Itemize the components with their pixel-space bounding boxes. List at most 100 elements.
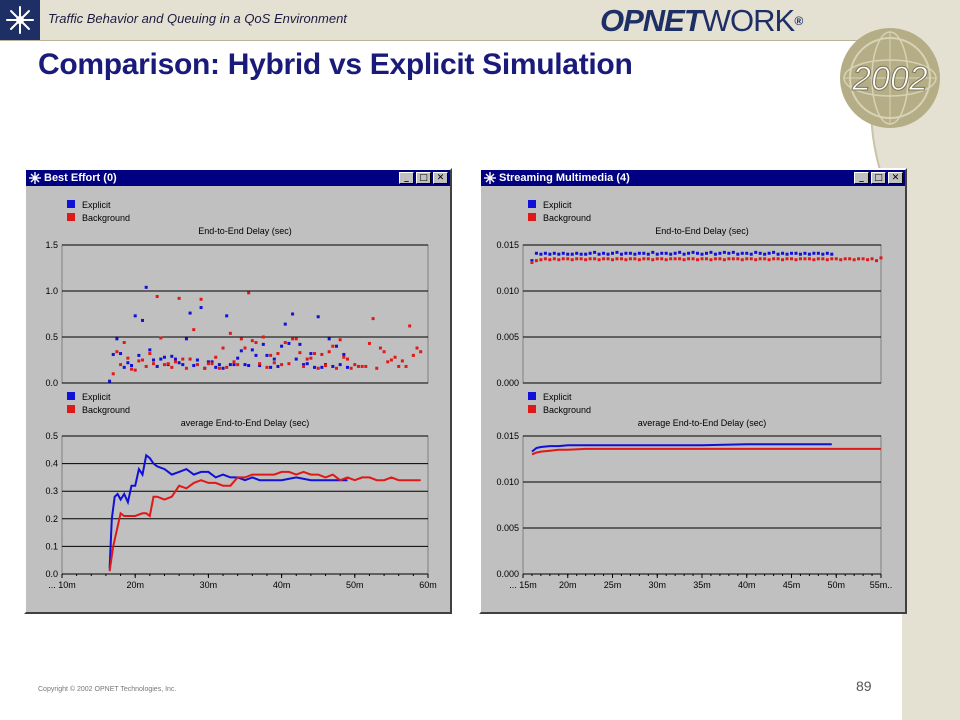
- x-tick-label: 55m..: [870, 580, 893, 590]
- data-point: [575, 251, 579, 255]
- data-point: [749, 257, 753, 261]
- data-point: [221, 366, 225, 370]
- data-point: [320, 365, 324, 369]
- data-point: [624, 258, 628, 262]
- data-point: [305, 357, 309, 361]
- data-point: [126, 361, 130, 365]
- data-point: [758, 251, 762, 255]
- data-point: [272, 361, 276, 365]
- data-point: [144, 285, 148, 289]
- data-point: [534, 259, 538, 263]
- data-point: [155, 364, 159, 368]
- data-point: [602, 257, 606, 261]
- data-point: [327, 350, 331, 354]
- x-tick-label: 30m: [648, 580, 666, 590]
- streaming-multimedia-window[interactable]: Streaming Multimedia (4) _ □ ✕ Explicit B…: [479, 168, 907, 614]
- data-point: [624, 251, 628, 255]
- close-button[interactable]: ✕: [433, 172, 448, 184]
- series-line: [108, 470, 421, 572]
- data-point: [584, 252, 588, 256]
- data-point: [130, 364, 134, 368]
- data-point: [162, 363, 166, 367]
- maximize-button[interactable]: □: [871, 172, 886, 184]
- data-point: [803, 251, 807, 255]
- data-point: [727, 257, 731, 261]
- x-tick-label: 20m: [559, 580, 577, 590]
- data-point: [691, 257, 695, 261]
- data-point: [287, 362, 291, 366]
- data-point: [173, 360, 177, 364]
- window-titlebar[interactable]: Best Effort (0) _ □ ✕: [26, 170, 450, 186]
- y-tick-label: 0.5: [45, 332, 58, 342]
- data-point: [181, 363, 185, 367]
- data-point: [126, 356, 130, 360]
- y-tick-label: 0.3: [45, 486, 58, 496]
- data-point: [798, 257, 802, 261]
- chart-panel: Explicit Background End-to-End Delay (sec)…: [45, 200, 429, 388]
- data-point: [184, 337, 188, 341]
- data-point: [309, 352, 313, 356]
- minimize-button[interactable]: _: [854, 172, 869, 184]
- data-point: [664, 258, 668, 262]
- y-tick-label: 0.010: [496, 477, 519, 487]
- y-tick-label: 0.4: [45, 459, 58, 469]
- data-point: [232, 363, 236, 367]
- data-point: [313, 365, 317, 369]
- plot-area: [61, 244, 429, 384]
- data-point: [718, 251, 722, 255]
- data-point: [137, 353, 141, 357]
- data-point: [261, 335, 265, 339]
- data-point: [148, 348, 152, 352]
- data-point: [606, 252, 610, 256]
- data-point: [144, 364, 148, 368]
- data-point: [115, 350, 119, 354]
- legend-label: Background: [543, 405, 591, 415]
- data-point: [133, 368, 137, 372]
- data-point: [210, 360, 214, 364]
- maximize-button[interactable]: □: [416, 172, 431, 184]
- legend-label: Explicit: [82, 200, 111, 210]
- window-title-text: Best Effort (0): [44, 172, 117, 184]
- data-point: [280, 363, 284, 367]
- data-point: [397, 364, 401, 368]
- data-point: [335, 344, 338, 348]
- data-point: [408, 324, 412, 328]
- window-titlebar[interactable]: Streaming Multimedia (4) _ □ ✕: [481, 170, 905, 186]
- data-point: [561, 257, 565, 261]
- data-point: [763, 252, 767, 256]
- best-effort-window[interactable]: Best Effort (0) _ □ ✕ Explicit Background…: [24, 168, 452, 614]
- data-point: [812, 251, 816, 255]
- data-point: [767, 258, 771, 262]
- data-point: [870, 257, 874, 261]
- header-band: [0, 0, 960, 40]
- data-point: [740, 251, 744, 255]
- legend-swatch: [67, 392, 75, 400]
- data-point: [736, 252, 740, 256]
- data-point: [331, 344, 335, 348]
- y-tick-label: 0.000: [496, 569, 519, 579]
- data-point: [254, 341, 258, 345]
- data-point: [700, 257, 704, 261]
- x-tick-label: 60m: [419, 580, 437, 590]
- data-point: [283, 341, 287, 345]
- data-point: [619, 252, 623, 256]
- data-point: [159, 336, 163, 340]
- x-tick-label: 35m: [693, 580, 711, 590]
- data-point: [250, 339, 254, 343]
- close-button[interactable]: ✕: [888, 172, 903, 184]
- data-point: [276, 364, 280, 368]
- data-point: [825, 251, 829, 255]
- data-point: [342, 352, 346, 356]
- data-point: [543, 257, 547, 261]
- minimize-button[interactable]: _: [399, 172, 414, 184]
- badge-year-text: 2002: [851, 60, 928, 98]
- data-point: [386, 360, 390, 364]
- data-point: [184, 366, 188, 370]
- data-point: [356, 364, 360, 368]
- data-point: [602, 251, 606, 255]
- data-point: [713, 257, 717, 261]
- data-point: [646, 257, 650, 261]
- data-point: [790, 257, 793, 261]
- data-point: [122, 365, 126, 369]
- data-point: [861, 257, 865, 261]
